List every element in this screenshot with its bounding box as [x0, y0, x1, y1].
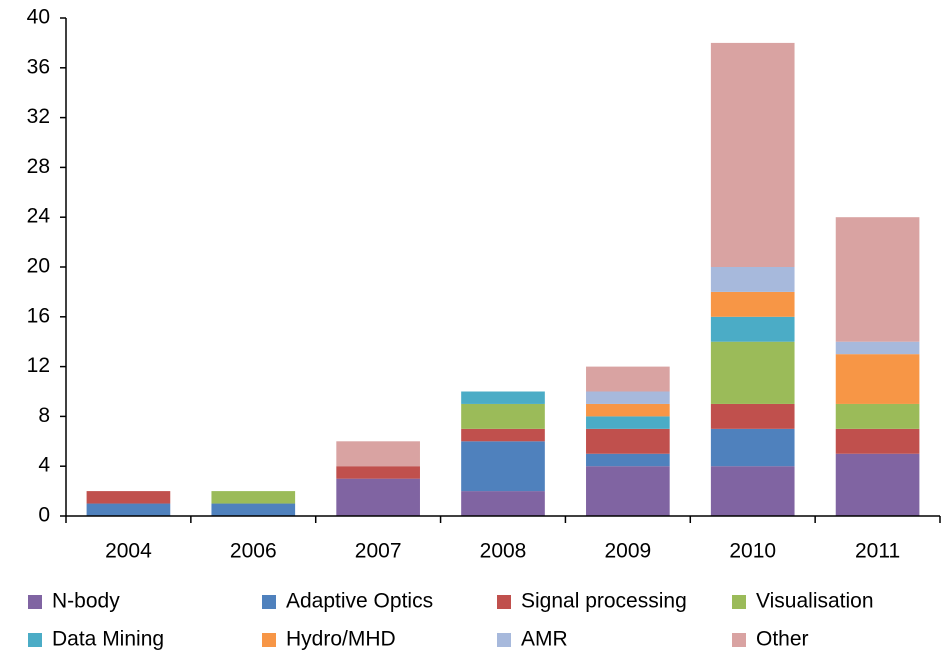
x-tick-label: 2008 — [480, 540, 527, 563]
bar-segment — [710, 341, 795, 404]
bar-segment — [461, 391, 545, 404]
legend-swatch — [28, 595, 42, 609]
bar-segment — [586, 453, 670, 467]
y-tick-label: 4 — [38, 454, 50, 477]
legend-label: Adaptive Optics — [286, 590, 433, 613]
y-tick-label: 0 — [38, 504, 50, 527]
bar-segment — [586, 403, 670, 417]
bar-segment — [586, 416, 670, 429]
bar-segment — [710, 316, 795, 342]
legend-swatch — [28, 633, 42, 647]
bar-segment — [710, 428, 795, 467]
y-tick-label: 32 — [27, 105, 50, 128]
legend-label: Hydro/MHD — [286, 628, 396, 651]
bar-segment — [835, 354, 920, 404]
bar-segment — [86, 491, 171, 504]
x-tick-label: 2009 — [604, 540, 651, 563]
legend-swatch — [262, 633, 276, 647]
bar-segment — [586, 466, 670, 516]
bar-segment — [211, 503, 296, 516]
bar-segment — [461, 428, 545, 442]
bar-segment — [835, 403, 920, 429]
bar-segment — [835, 453, 920, 516]
y-tick-label: 8 — [38, 404, 50, 427]
legend-swatch — [732, 595, 746, 609]
x-tick-label: 2006 — [230, 540, 277, 563]
bar-segment — [336, 466, 420, 479]
legend-label: Data Mining — [52, 628, 164, 651]
bar-segment — [586, 428, 670, 454]
bar-segment — [835, 341, 920, 355]
x-tick-label: 2011 — [855, 540, 900, 563]
bar-segment — [710, 291, 795, 317]
bar-segment — [461, 441, 545, 492]
bar-segment — [211, 491, 296, 504]
y-tick-label: 16 — [27, 304, 50, 327]
bar-segment — [336, 478, 420, 516]
bar-segment — [586, 366, 670, 392]
y-tick-label: 20 — [27, 255, 50, 278]
y-tick-label: 28 — [27, 155, 50, 178]
bar-segment — [586, 391, 670, 404]
x-tick-label: 2010 — [729, 540, 776, 563]
legend-label: AMR — [521, 628, 568, 651]
bar-segment — [461, 403, 545, 429]
bar-segment — [86, 503, 171, 516]
legend-swatch — [262, 595, 276, 609]
x-tick-label: 2007 — [355, 540, 402, 563]
legend-label: N-body — [52, 590, 120, 613]
bar-segment — [710, 267, 795, 292]
legend-swatch — [497, 633, 511, 647]
legend-swatch — [732, 633, 746, 647]
x-tick-label: 2004 — [105, 540, 152, 563]
bar-segment — [835, 428, 920, 454]
bar-segment — [710, 466, 795, 516]
bar-segment — [710, 403, 795, 429]
y-tick-label: 36 — [27, 55, 50, 78]
bar-segment — [835, 217, 920, 342]
legend-label: Signal processing — [521, 590, 687, 613]
y-tick-label: 24 — [27, 205, 51, 228]
y-tick-label: 40 — [27, 6, 50, 29]
bar-segment — [461, 491, 545, 516]
legend-label: Visualisation — [756, 590, 874, 613]
legend-swatch — [497, 595, 511, 609]
bar-segment — [710, 42, 795, 268]
y-tick-label: 12 — [27, 354, 50, 377]
bar-segment — [336, 441, 420, 467]
legend-label: Other — [756, 628, 809, 651]
